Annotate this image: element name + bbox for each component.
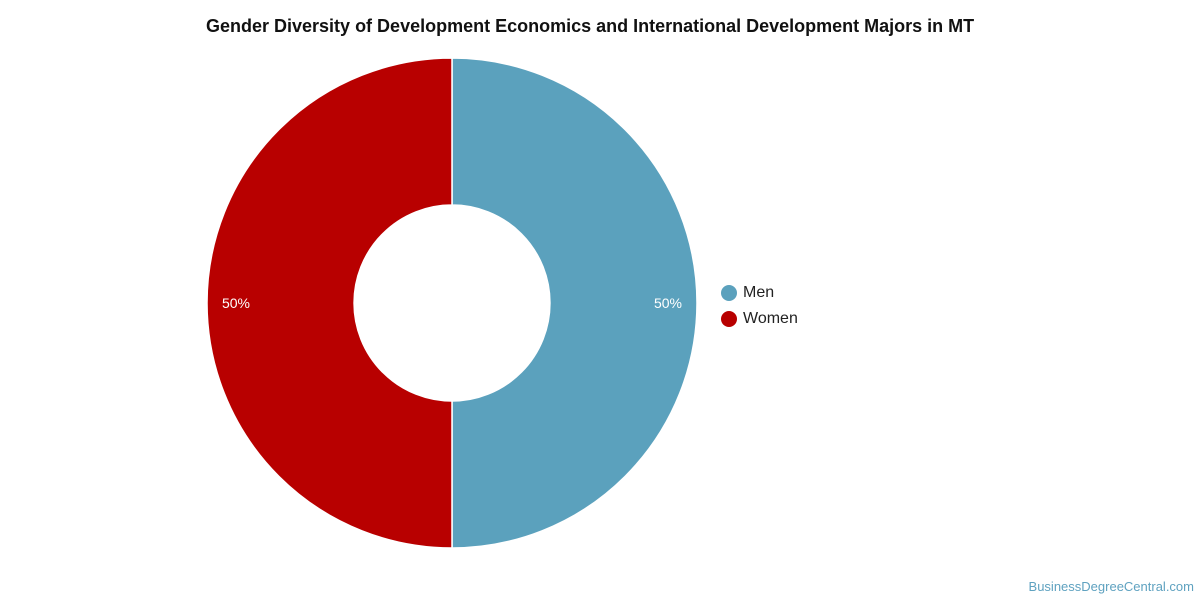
credit-text[interactable]: BusinessDegreeCentral.com bbox=[1028, 579, 1194, 594]
legend-label-men: Men bbox=[743, 284, 775, 301]
donut-slice-men[interactable] bbox=[451, 57, 698, 549]
slice-label-women: 50% bbox=[222, 295, 250, 311]
legend-swatch-women bbox=[721, 311, 737, 327]
legend: Men Women bbox=[721, 280, 798, 332]
donut-slices bbox=[206, 57, 698, 549]
slice-label-men: 50% bbox=[654, 295, 682, 311]
donut-slice-women[interactable] bbox=[206, 57, 453, 549]
legend-item-women[interactable]: Women bbox=[721, 306, 798, 332]
slice-labels: 50% 50% bbox=[222, 295, 682, 311]
legend-swatch-men bbox=[721, 285, 737, 301]
legend-label-women: Women bbox=[743, 310, 798, 327]
chart-title: Gender Diversity of Development Economic… bbox=[206, 16, 975, 36]
legend-item-men[interactable]: Men bbox=[721, 280, 798, 306]
